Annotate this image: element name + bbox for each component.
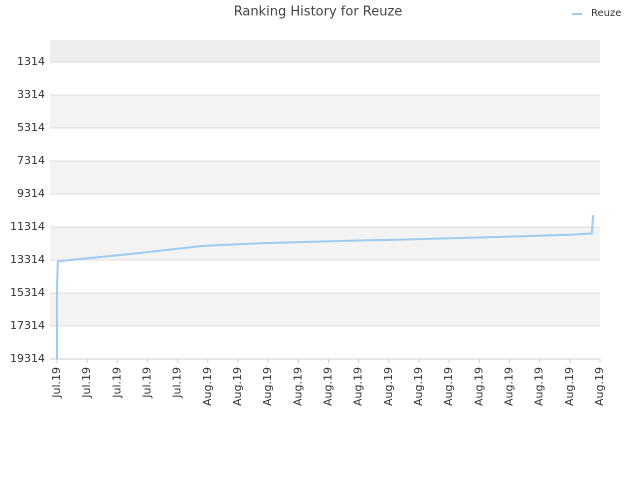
y-tick-label: 7314 xyxy=(17,154,45,167)
legend-label: Reuze xyxy=(591,8,621,19)
y-tick-label: 5314 xyxy=(17,121,45,134)
x-tick-label: Aug.19 xyxy=(201,367,214,406)
x-tick-label: Jul.19 xyxy=(140,367,153,399)
series-line xyxy=(55,215,595,359)
plot-band xyxy=(50,95,600,129)
y-tick-label: 17314 xyxy=(10,319,45,332)
x-tick-label: Aug.19 xyxy=(472,367,485,406)
y-tick-label: 11314 xyxy=(10,220,45,233)
plot-band xyxy=(50,227,600,261)
x-tick-label: Aug.19 xyxy=(442,367,455,406)
x-tick-label: Aug.19 xyxy=(382,367,395,406)
plot-band xyxy=(50,128,600,162)
y-tick-label: 15314 xyxy=(10,286,45,299)
x-tick-label: Jul.19 xyxy=(80,367,93,399)
x-tick-label: Aug.19 xyxy=(412,367,425,406)
x-tick-label: Jul.19 xyxy=(110,367,123,399)
x-tick-label: Aug.19 xyxy=(593,367,606,406)
x-tick-label: Aug.19 xyxy=(291,367,304,406)
y-tick-label: 1314 xyxy=(17,55,45,68)
y-tick-label: 19314 xyxy=(10,352,45,365)
plot-band xyxy=(50,326,600,359)
x-tick-label: Aug.19 xyxy=(352,367,365,406)
plot-band xyxy=(50,194,600,228)
chart-title: Ranking History for Reuze xyxy=(234,5,403,20)
plot-band xyxy=(50,293,600,327)
plot-band xyxy=(50,40,600,63)
x-tick-label: Aug.19 xyxy=(533,367,546,406)
x-tick-label: Aug.19 xyxy=(231,367,244,406)
x-tick-label: Aug.19 xyxy=(321,367,334,406)
y-tick-label: 3314 xyxy=(17,88,45,101)
x-tick-label: Aug.19 xyxy=(502,367,515,406)
x-tick-label: Jul.19 xyxy=(171,367,184,399)
plot-band xyxy=(50,260,600,294)
x-tick-label: Aug.19 xyxy=(563,367,576,406)
y-tick-label: 9314 xyxy=(17,187,45,200)
plot-band xyxy=(50,161,600,195)
x-tick-label: Aug.19 xyxy=(261,367,274,406)
x-tick-label: Jul.19 xyxy=(50,367,63,399)
y-tick-label: 13314 xyxy=(10,253,45,266)
plot-band xyxy=(50,62,600,96)
